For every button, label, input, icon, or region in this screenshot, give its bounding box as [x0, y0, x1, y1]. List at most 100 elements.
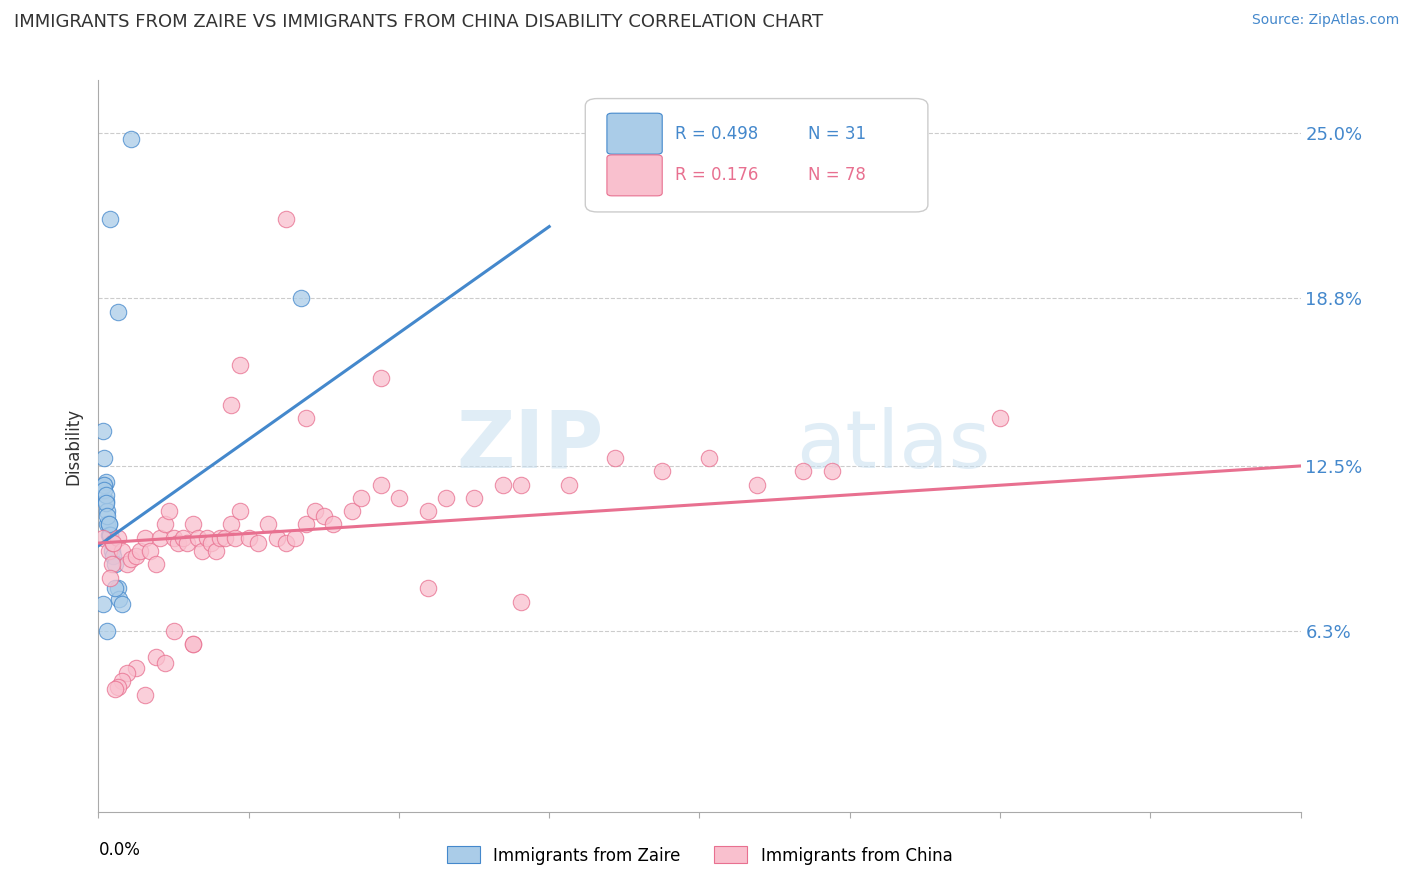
Point: [94, 475, 117, 489]
Point: [181, 637, 204, 651]
Point: [103, 549, 125, 564]
Point: [93, 483, 115, 497]
Point: [97, 517, 120, 532]
Point: [284, 531, 307, 545]
Text: Source: ZipAtlas.com: Source: ZipAtlas.com: [1251, 13, 1399, 28]
Point: [219, 517, 242, 532]
Point: [821, 464, 844, 478]
Point: [257, 517, 280, 532]
Point: [115, 666, 138, 681]
Point: [100, 211, 122, 226]
Point: [792, 464, 814, 478]
Point: [97, 517, 120, 532]
Point: [370, 371, 392, 385]
Point: [107, 582, 129, 596]
Point: [697, 450, 720, 465]
Point: [558, 477, 581, 491]
Point: [350, 491, 373, 505]
Point: [290, 292, 312, 306]
Point: [94, 493, 117, 508]
Text: N = 31: N = 31: [807, 125, 866, 143]
Point: [100, 528, 122, 542]
Point: [96, 504, 118, 518]
Point: [134, 531, 156, 545]
Point: [94, 496, 117, 510]
Legend: Immigrants from Zaire, Immigrants from China: Immigrants from Zaire, Immigrants from C…: [439, 838, 960, 873]
Point: [294, 411, 316, 425]
Point: [108, 591, 131, 606]
Point: [149, 531, 172, 545]
Point: [97, 544, 120, 558]
Point: [224, 531, 246, 545]
Point: [434, 491, 457, 505]
Point: [111, 597, 134, 611]
Point: [322, 517, 344, 532]
Point: [96, 624, 118, 638]
Point: [266, 531, 288, 545]
FancyBboxPatch shape: [607, 113, 662, 154]
Text: N = 78: N = 78: [807, 167, 866, 185]
Point: [162, 531, 184, 545]
Point: [101, 558, 124, 572]
Point: [97, 528, 120, 542]
Point: [93, 477, 115, 491]
Point: [416, 582, 439, 596]
Point: [181, 517, 204, 532]
Point: [509, 594, 531, 608]
Point: [214, 531, 236, 545]
Point: [134, 688, 156, 702]
Point: [388, 491, 411, 505]
Point: [115, 558, 138, 572]
Point: [153, 517, 176, 532]
Point: [93, 450, 115, 465]
FancyBboxPatch shape: [585, 99, 928, 212]
Point: [204, 544, 226, 558]
Point: [104, 582, 127, 596]
Point: [103, 536, 125, 550]
Y-axis label: Disability: Disability: [65, 408, 83, 484]
Point: [187, 531, 209, 545]
Point: [342, 504, 364, 518]
Point: [195, 531, 218, 545]
Point: [651, 464, 673, 478]
Point: [167, 536, 190, 550]
Point: [91, 597, 114, 611]
Point: [145, 650, 167, 665]
Point: [107, 304, 129, 318]
Point: [91, 531, 114, 545]
Text: 0.0%: 0.0%: [98, 841, 141, 859]
Point: [103, 536, 125, 550]
Point: [191, 544, 214, 558]
Point: [93, 477, 115, 491]
Point: [416, 504, 439, 518]
Point: [745, 477, 768, 491]
Text: atlas: atlas: [796, 407, 990, 485]
Point: [100, 528, 122, 542]
Point: [91, 425, 114, 439]
Point: [294, 517, 316, 532]
Point: [246, 536, 269, 550]
Point: [176, 536, 198, 550]
Point: [463, 491, 485, 505]
Point: [129, 544, 152, 558]
Point: [491, 477, 513, 491]
Text: R = 0.498: R = 0.498: [675, 125, 759, 143]
Point: [228, 358, 250, 372]
Point: [104, 558, 127, 572]
Text: R = 0.176: R = 0.176: [675, 167, 759, 185]
Point: [100, 571, 122, 585]
Point: [111, 544, 134, 558]
Point: [104, 682, 127, 697]
Point: [200, 536, 222, 550]
Text: ZIP: ZIP: [456, 407, 603, 485]
Point: [145, 558, 167, 572]
Point: [111, 674, 134, 689]
Point: [96, 509, 118, 524]
Point: [228, 504, 250, 518]
Point: [121, 552, 143, 566]
Text: IMMIGRANTS FROM ZAIRE VS IMMIGRANTS FROM CHINA DISABILITY CORRELATION CHART: IMMIGRANTS FROM ZAIRE VS IMMIGRANTS FROM…: [14, 13, 823, 31]
Point: [276, 211, 298, 226]
Point: [153, 656, 176, 670]
Point: [125, 549, 148, 564]
Point: [107, 531, 129, 545]
